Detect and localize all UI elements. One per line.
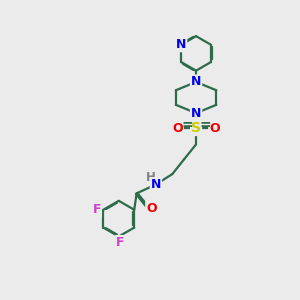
Text: F: F bbox=[116, 236, 124, 249]
Text: O: O bbox=[209, 122, 220, 134]
Text: N: N bbox=[151, 178, 161, 191]
Text: F: F bbox=[93, 203, 101, 216]
Text: N: N bbox=[191, 75, 201, 88]
Text: H: H bbox=[146, 171, 155, 184]
Text: S: S bbox=[191, 121, 201, 135]
Text: N: N bbox=[176, 38, 186, 51]
Text: =: = bbox=[200, 118, 211, 132]
Text: =: = bbox=[181, 118, 193, 132]
Text: O: O bbox=[146, 202, 157, 215]
Text: N: N bbox=[191, 106, 201, 120]
Text: O: O bbox=[172, 122, 183, 134]
